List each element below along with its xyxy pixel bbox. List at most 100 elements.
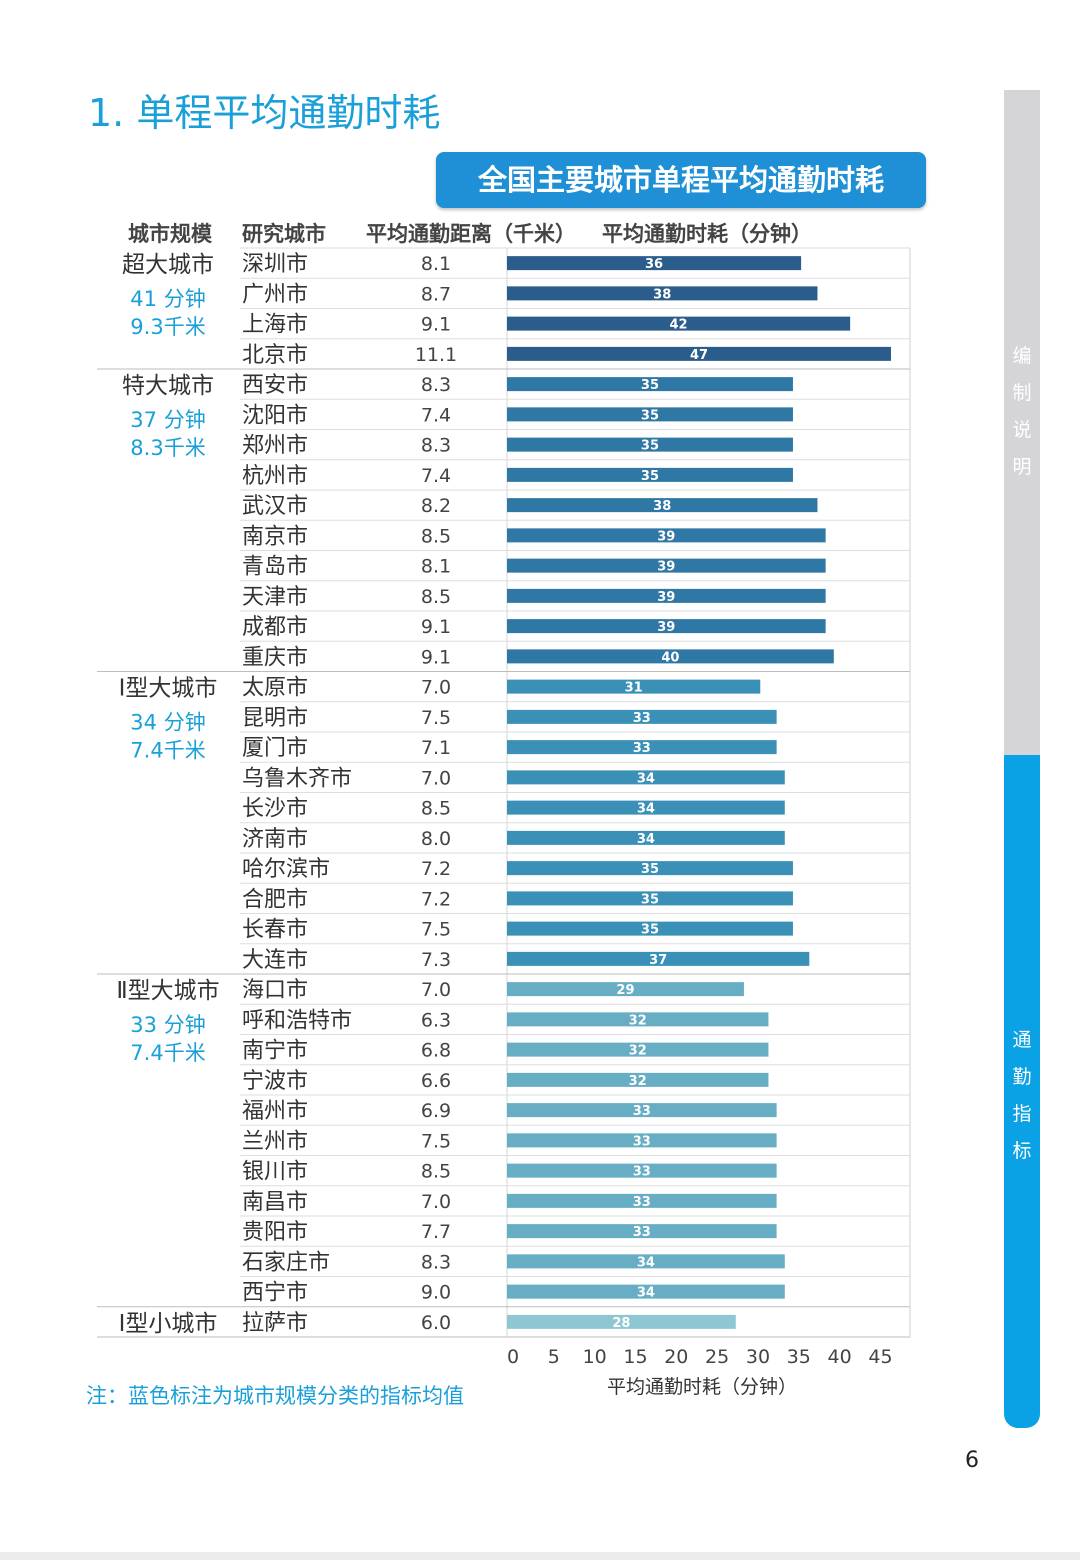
city-label: 沈阳市 [242, 403, 308, 428]
x-tick-label: 35 [787, 1346, 811, 1368]
bar-value-label: 33 [633, 1165, 651, 1180]
city-label: 大连市 [242, 948, 308, 973]
group-label-0: 超大城市 [122, 252, 214, 278]
page-number: 6 [965, 1448, 979, 1473]
city-label: 南京市 [242, 524, 308, 549]
distance-value: 6.9 [421, 1100, 451, 1122]
bar [507, 1224, 777, 1239]
distance-value: 9.0 [421, 1282, 451, 1304]
bar-value-label: 39 [657, 529, 675, 544]
distance-value: 8.1 [421, 556, 451, 578]
bar [507, 558, 826, 573]
group-avg-distance-2: 7.4千米 [130, 739, 205, 763]
bar-value-label: 36 [645, 257, 663, 272]
bar-value-label: 33 [633, 741, 651, 756]
city-label: 上海市 [242, 313, 308, 338]
bar [507, 407, 793, 422]
bar-value-label: 34 [637, 1286, 655, 1301]
bar-value-label: 38 [653, 287, 671, 302]
bar [507, 740, 777, 755]
city-label: 南昌市 [242, 1190, 308, 1215]
bar [507, 1284, 785, 1299]
bar-value-label: 32 [629, 1044, 647, 1059]
distance-value: 7.5 [421, 919, 451, 941]
bar [507, 1133, 777, 1148]
distance-value: 8.3 [421, 435, 451, 457]
bar-value-label: 33 [633, 711, 651, 726]
distance-value: 8.5 [421, 586, 451, 608]
distance-value: 7.5 [421, 1130, 451, 1152]
city-label: 兰州市 [242, 1129, 308, 1154]
city-label: 北京市 [242, 343, 308, 368]
distance-value: 8.1 [421, 253, 451, 275]
x-tick-label: 25 [705, 1346, 729, 1368]
side-tab-commute-label: 通勤指标 [1012, 1029, 1032, 1162]
group-label-1: 特大城市 [122, 373, 214, 399]
bar [507, 921, 793, 936]
bar-value-label: 32 [629, 1013, 647, 1028]
group-label-3: Ⅱ型大城市 [116, 978, 219, 1004]
city-label: 深圳市 [242, 252, 308, 277]
city-label: 长春市 [242, 918, 308, 943]
bar [507, 286, 818, 301]
bar [507, 1163, 777, 1178]
distance-value: 7.2 [421, 858, 451, 880]
bar [507, 1314, 736, 1329]
bar-value-label: 35 [641, 378, 659, 393]
distance-value: 8.3 [421, 1251, 451, 1273]
bar-value-label: 34 [637, 1255, 655, 1270]
bar [507, 649, 834, 664]
x-tick-label: 15 [623, 1346, 647, 1368]
bar-value-label: 33 [633, 1195, 651, 1210]
bar-value-label: 38 [653, 499, 671, 514]
bar [507, 1254, 785, 1269]
city-label: 厦门市 [242, 736, 308, 761]
distance-value: 7.0 [421, 1191, 451, 1213]
group-avg-time-1: 37 分钟 [130, 408, 205, 432]
bar [507, 982, 744, 997]
bar [507, 830, 785, 845]
city-label: 太原市 [242, 676, 308, 701]
bar [507, 770, 785, 785]
city-label: 银川市 [242, 1160, 308, 1185]
bar [507, 951, 810, 966]
bar-value-label: 35 [641, 862, 659, 877]
bar [507, 528, 826, 543]
bar [507, 256, 802, 271]
bar [507, 437, 793, 452]
city-label: 呼和浩特市 [242, 1008, 352, 1033]
city-label: 广州市 [242, 282, 308, 307]
bar-value-label: 42 [670, 318, 688, 333]
distance-value: 8.7 [421, 283, 451, 305]
bar [507, 316, 851, 331]
group-avg-time-3: 33 分钟 [130, 1013, 205, 1037]
commute-chart: 超大城市 41 分钟 9.3千米 深圳市 8.1 36 广州市 8.7 38 上海市 9.1 42 北京… [97, 247, 911, 1398]
distance-value: 9.1 [421, 646, 451, 668]
city-label: 昆明市 [242, 706, 308, 731]
bar [507, 346, 891, 361]
city-label: 石家庄市 [242, 1250, 330, 1275]
distance-value: 7.0 [421, 677, 451, 699]
city-label: 合肥市 [242, 887, 308, 912]
distance-value: 11.1 [415, 344, 457, 366]
bar-value-label: 39 [657, 590, 675, 605]
bar-value-label: 35 [641, 439, 659, 454]
city-label: 重庆市 [242, 645, 308, 670]
bar [507, 619, 826, 634]
bar [507, 861, 793, 876]
city-label: 长沙市 [242, 797, 308, 822]
header-avg-time: 平均通勤时耗（分钟） [602, 222, 812, 246]
bar [507, 377, 793, 392]
side-tab-commute-indicators[interactable] [1004, 755, 1040, 1428]
city-label: 福州市 [242, 1099, 308, 1124]
city-label: 西宁市 [242, 1281, 308, 1306]
distance-value: 7.7 [421, 1221, 451, 1243]
side-tab-compilation[interactable] [1004, 90, 1040, 770]
distance-value: 7.5 [421, 707, 451, 729]
bar [507, 588, 826, 603]
group-avg-time-0: 41 分钟 [130, 287, 205, 311]
bar [507, 467, 793, 482]
city-label: 拉萨市 [242, 1311, 308, 1336]
section-title: 1. 单程平均通勤时耗 [88, 91, 441, 135]
x-tick-label: 0 [507, 1346, 519, 1368]
